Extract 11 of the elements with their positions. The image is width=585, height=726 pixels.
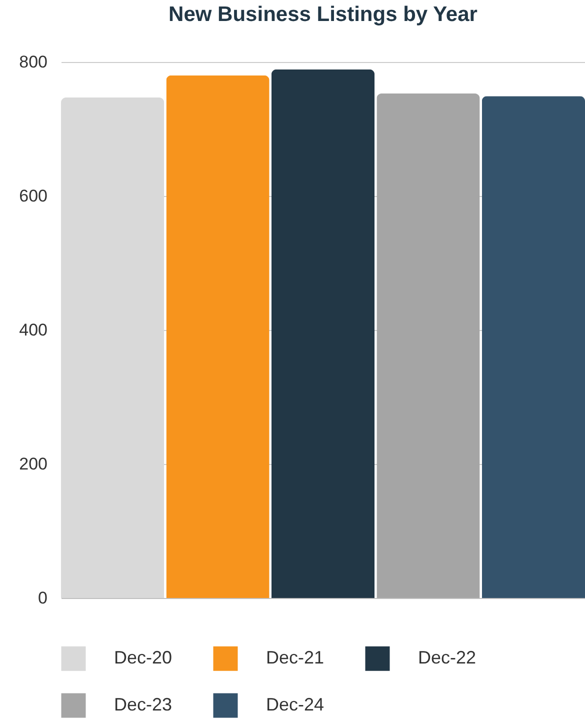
legend-label: Dec-21: [266, 648, 324, 668]
legend-label: Dec-23: [114, 694, 172, 714]
y-tick-label: 0: [38, 588, 48, 608]
y-tick-label: 400: [19, 320, 48, 340]
chart-title: New Business Listings by Year: [168, 3, 478, 26]
y-tick-label: 800: [19, 52, 48, 72]
legend-label: Dec-22: [418, 648, 476, 668]
y-tick-label: 200: [19, 454, 48, 474]
y-tick-label: 600: [19, 186, 48, 206]
legend-label: Dec-24: [266, 694, 324, 714]
legend-label: Dec-20: [114, 648, 172, 668]
